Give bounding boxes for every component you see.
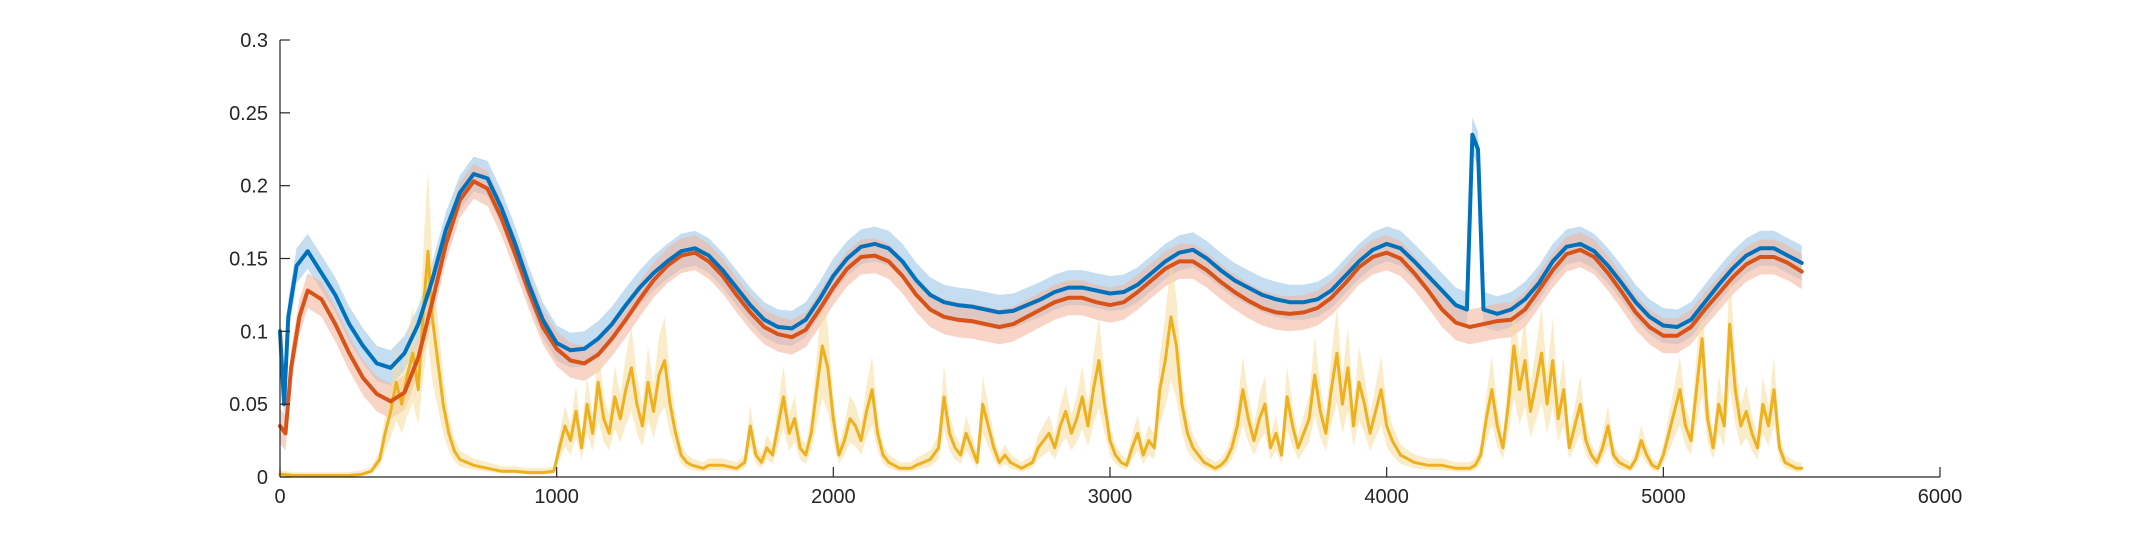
x-axis-ticks: 0 1000 2000 3000 4000 5000 6000 <box>274 467 1962 508</box>
series-2-line <box>278 179 1804 436</box>
x-tick-label: 1000 <box>534 486 579 508</box>
x-tick-label: 3000 <box>1088 486 1133 508</box>
series-1-band <box>280 117 1802 422</box>
x-tick-label: 2000 <box>811 486 856 508</box>
series-3-band <box>280 169 1802 477</box>
y-tick-label: 0.2 <box>240 176 268 198</box>
y-tick-label: 0.3 <box>240 30 268 52</box>
y-tick-label: 0.15 <box>229 249 268 271</box>
series-lines <box>278 132 1804 477</box>
x-tick-label: 0 <box>274 486 285 508</box>
axes <box>279 40 1940 478</box>
y-tick-label: 0 <box>257 467 268 489</box>
confidence-bands <box>280 117 1802 477</box>
y-tick-label: 0.25 <box>229 103 268 125</box>
series-3-line <box>278 249 1804 477</box>
series-1-line <box>278 132 1804 407</box>
y-tick-label: 0.05 <box>229 394 268 416</box>
x-tick-label: 5000 <box>1641 486 1686 508</box>
x-tick-label: 6000 <box>1918 486 1963 508</box>
y-tick-label: 0.1 <box>240 321 268 343</box>
y-axis-ticks: 0 0.05 0.1 0.15 0.2 0.25 0.3 <box>229 30 290 489</box>
x-tick-label: 4000 <box>1364 486 1409 508</box>
